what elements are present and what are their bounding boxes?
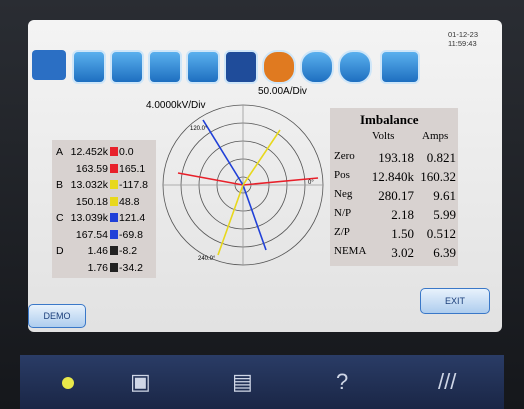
phasor-diagram: 120.0° 240.0° 0° (162, 104, 324, 266)
column-header: Volts (372, 130, 395, 142)
phase-color (110, 196, 118, 206)
phase-color (110, 229, 118, 239)
row-label: Zero (334, 150, 355, 162)
screen: 01-12-23 11:59:43 4.0000kV/Div 50.00A/Di… (28, 20, 502, 332)
row-label: Pos (334, 169, 350, 181)
phase-color (110, 180, 118, 189)
phase-table: A 12.452k 0.0 163.59 165.1 B 13.032k -117.8 150.… (52, 140, 156, 278)
phase-color (110, 246, 118, 255)
phase-label: B (56, 179, 64, 191)
magnitude: 12.452k (70, 146, 108, 158)
phase-color (110, 147, 118, 156)
value: 3.02 (391, 245, 414, 260)
toolbar-icon[interactable] (186, 50, 220, 84)
value: 9.61 (433, 188, 456, 203)
camera-button[interactable]: ▣ (130, 369, 151, 394)
hardware-panel: ▣ ▤ ? /// (20, 355, 504, 409)
value: 280.17 (378, 188, 414, 203)
value: 5.99 (433, 207, 456, 222)
voltage-scale: 4.0000kV/Div (146, 100, 206, 111)
date: 01-12-23 (448, 30, 479, 39)
magnitude: 1.76 (87, 261, 108, 274)
toolbar-icon[interactable] (148, 50, 182, 84)
phase-label: D (56, 245, 64, 257)
value: 2.18 (391, 207, 414, 222)
value: 0.512 (426, 226, 456, 241)
phase-color (110, 213, 118, 222)
row-label: NEMA (334, 245, 367, 257)
magnitude: 13.032k (70, 179, 108, 191)
magnitude: 150.18 (75, 195, 108, 208)
toolbar-icon[interactable] (262, 50, 296, 84)
slash-button[interactable]: /// (438, 369, 457, 394)
angle: 0.0 (119, 146, 134, 158)
phase-color (110, 163, 118, 173)
magnitude: 1.46 (87, 245, 108, 257)
column-header: Amps (422, 130, 449, 142)
value: 12.840k (371, 169, 414, 184)
toolbar-icon[interactable] (224, 50, 258, 84)
value: 1.50 (391, 226, 414, 241)
current-scale: 50.00A/Div (258, 86, 307, 97)
angle: -69.8 (119, 228, 143, 241)
toolbar-icon[interactable] (338, 50, 372, 84)
phase-color (110, 262, 118, 272)
angle: -117.8 (119, 179, 148, 191)
magnitude: 167.54 (75, 228, 108, 241)
value: 160.32 (420, 169, 456, 184)
angle: -8.2 (119, 245, 138, 257)
phase-label: C (56, 212, 64, 224)
value: 6.39 (433, 245, 456, 260)
power-led (62, 377, 74, 389)
imbalance-title: Imbalance (360, 112, 419, 127)
row-label: Z/P (334, 226, 350, 238)
magnitude: 13.039k (70, 212, 108, 224)
angle: 48.8 (119, 195, 140, 208)
value: 193.18 (378, 150, 414, 165)
demo-button[interactable]: DEMO (28, 304, 86, 328)
help-button[interactable]: ? (336, 369, 349, 394)
angle-label: 120.0° (190, 126, 208, 132)
imbalance-table: Imbalance Volts Amps Zero 193.18 0.821 Pos 12.8… (330, 108, 458, 266)
status: 01-12-23 11:59:43 (448, 30, 478, 48)
menu-icon[interactable] (32, 50, 66, 80)
toolbar-icon[interactable] (300, 50, 334, 84)
row-label: Neg (334, 188, 353, 200)
magnitude: 163.59 (75, 162, 108, 175)
angle-label: 0° (308, 180, 314, 186)
toolbar-icon[interactable] (72, 50, 106, 84)
toolbar-icon[interactable] (110, 50, 144, 84)
exit-button[interactable]: EXIT (420, 288, 490, 314)
report-button[interactable]: ▤ (232, 369, 253, 394)
angle: 121.4 (119, 212, 146, 224)
time: 11:59:43 (448, 39, 477, 48)
value: 0.821 (426, 150, 456, 165)
angle: 165.1 (119, 162, 146, 175)
angle-label: 240.0° (198, 256, 216, 262)
angle: -34.2 (119, 261, 143, 274)
battery-icon[interactable] (380, 50, 420, 84)
phase-label: A (56, 146, 64, 158)
row-label: N/P (334, 207, 352, 219)
